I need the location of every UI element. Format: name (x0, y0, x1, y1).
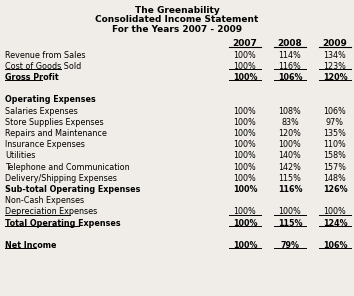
Text: Net Income: Net Income (5, 241, 57, 250)
Text: Insurance Expenses: Insurance Expenses (5, 140, 85, 149)
Text: 106%: 106% (323, 241, 347, 250)
Text: Sub-total Operating Expenses: Sub-total Operating Expenses (5, 185, 141, 194)
Text: 100%: 100% (279, 207, 301, 216)
Text: 157%: 157% (324, 163, 347, 171)
Text: 100%: 100% (234, 107, 256, 115)
Text: 100%: 100% (234, 163, 256, 171)
Text: 100%: 100% (233, 241, 257, 250)
Text: Operating Expenses: Operating Expenses (5, 95, 96, 104)
Text: 126%: 126% (323, 185, 347, 194)
Text: 148%: 148% (324, 174, 346, 183)
Text: Salaries Expenses: Salaries Expenses (5, 107, 78, 115)
Text: Delivery/Shipping Expenses: Delivery/Shipping Expenses (5, 174, 117, 183)
Text: 124%: 124% (323, 218, 347, 228)
Text: 106%: 106% (324, 107, 346, 115)
Text: 116%: 116% (279, 62, 301, 71)
Text: 100%: 100% (234, 174, 256, 183)
Text: 2008: 2008 (278, 38, 302, 47)
Text: 114%: 114% (279, 51, 301, 59)
Text: Store Supplies Expenses: Store Supplies Expenses (5, 118, 104, 127)
Text: 100%: 100% (234, 207, 256, 216)
Text: The Greenability: The Greenability (135, 6, 219, 15)
Text: 100%: 100% (234, 140, 256, 149)
Text: 115%: 115% (279, 174, 302, 183)
Text: Telephone and Communication: Telephone and Communication (5, 163, 130, 171)
Text: 2009: 2009 (322, 38, 347, 47)
Text: 120%: 120% (279, 129, 302, 138)
Text: 100%: 100% (324, 207, 346, 216)
Text: 135%: 135% (324, 129, 347, 138)
Text: For the Years 2007 - 2009: For the Years 2007 - 2009 (112, 25, 242, 34)
Text: 100%: 100% (279, 140, 301, 149)
Text: 134%: 134% (324, 51, 346, 59)
Text: Cost of Goods Sold: Cost of Goods Sold (5, 62, 81, 71)
Text: 100%: 100% (233, 218, 257, 228)
Text: 2007: 2007 (233, 38, 257, 47)
Text: Depreciation Expenses: Depreciation Expenses (5, 207, 97, 216)
Text: Revenue from Sales: Revenue from Sales (5, 51, 86, 59)
Text: 100%: 100% (234, 129, 256, 138)
Text: 100%: 100% (233, 185, 257, 194)
Text: Gross Profit: Gross Profit (5, 73, 59, 82)
Text: 108%: 108% (279, 107, 301, 115)
Text: 97%: 97% (326, 118, 344, 127)
Text: Consolidated Income Statement: Consolidated Income Statement (95, 15, 259, 25)
Text: Repairs and Maintenance: Repairs and Maintenance (5, 129, 107, 138)
Text: 100%: 100% (233, 73, 257, 82)
Text: 115%: 115% (278, 218, 302, 228)
Text: 120%: 120% (323, 73, 347, 82)
Text: 110%: 110% (324, 140, 346, 149)
Text: 140%: 140% (279, 151, 301, 160)
Text: 100%: 100% (234, 151, 256, 160)
Text: 158%: 158% (324, 151, 347, 160)
Text: Non-Cash Expenses: Non-Cash Expenses (5, 196, 84, 205)
Text: 79%: 79% (280, 241, 299, 250)
Text: Utilities: Utilities (5, 151, 35, 160)
Text: 83%: 83% (281, 118, 299, 127)
Text: 116%: 116% (278, 185, 302, 194)
Text: 100%: 100% (234, 51, 256, 59)
Text: 123%: 123% (324, 62, 347, 71)
Text: 100%: 100% (234, 118, 256, 127)
Text: 142%: 142% (279, 163, 302, 171)
Text: Total Operating Expenses: Total Operating Expenses (5, 218, 121, 228)
Text: 100%: 100% (234, 62, 256, 71)
Text: 106%: 106% (278, 73, 302, 82)
